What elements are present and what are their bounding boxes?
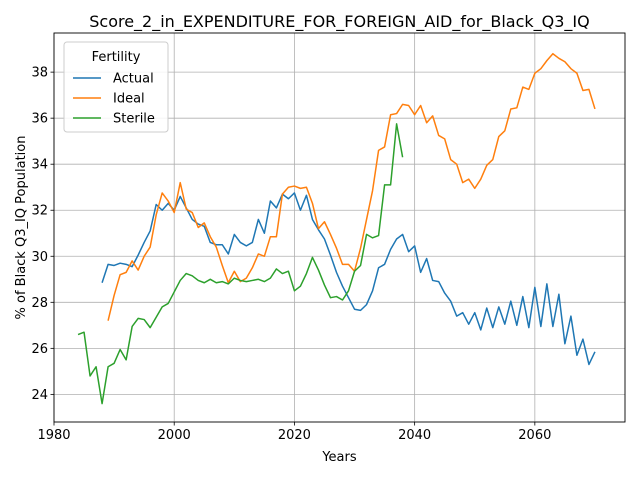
y-tick-label: 24 [31,388,48,403]
x-tick-label: 2000 [158,428,191,443]
legend-box [63,41,169,133]
series-line-actual [101,192,596,366]
series-line-ideal [107,52,596,321]
legend-title: Fertility [92,50,141,65]
x-tick-label: 2060 [518,428,551,443]
y-tick-label: 30 [31,250,48,265]
y-tick-label: 38 [31,66,48,81]
y-tick-label: 28 [31,296,48,311]
x-tick-label: 2020 [278,428,311,443]
x-tick-label: 1980 [37,428,70,443]
y-tick-label: 36 [31,112,48,127]
chart-title: Score_2_in_EXPENDITURE_FOR_FOREIGN_AID_f… [89,12,590,32]
series-line-sterile [77,123,404,405]
axes: 1980 2000 2020 2040 2060 24 26 28 30 32 34 36 38 [31,66,551,443]
series-layer [77,52,596,405]
x-tick-label: 2040 [398,428,431,443]
plot-frame [53,32,626,423]
y-tick-label: 34 [31,158,48,173]
x-axis-title: Years [321,450,357,465]
legend: Fertility Actual Ideal Sterile [63,41,169,133]
y-axis-title: % of Black Q3_IQ Population [14,136,29,320]
legend-label-sterile: Sterile [113,112,155,127]
legend-label-ideal: Ideal [113,92,145,107]
legend-label-actual: Actual [113,72,154,87]
y-tick-label: 32 [31,204,48,219]
y-tick-label: 26 [31,342,48,357]
grid [53,33,625,422]
